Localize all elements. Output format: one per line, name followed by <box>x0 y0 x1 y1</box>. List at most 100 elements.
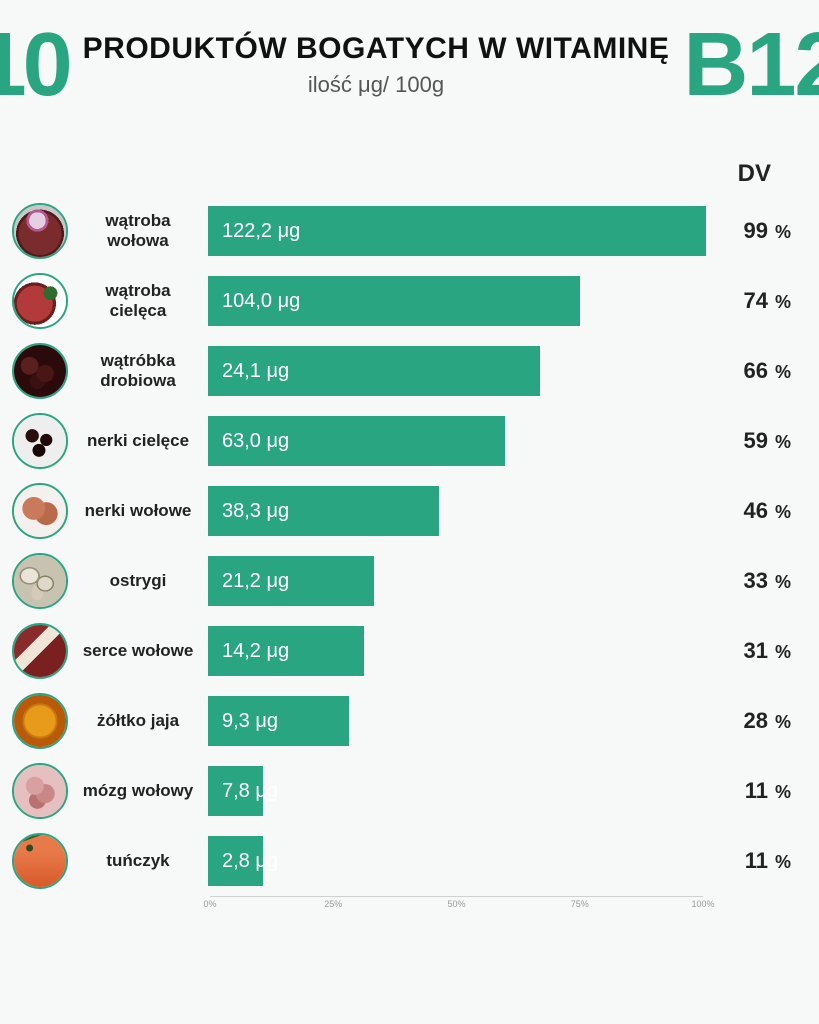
bar-row: ostrygi 21,2 μg 33 % <box>12 546 801 616</box>
dv-number: 11 <box>745 848 768 873</box>
bar-row: nerki cielęce 63,0 μg 59 % <box>12 406 801 476</box>
bar-rows: wątroba wołowa122,2 μg99 %wątroba cielęc… <box>12 196 801 896</box>
bar: 21,2 μg <box>208 556 374 606</box>
row-label: żółtko jaja <box>78 711 198 731</box>
bar-row: nerki wołowe 38,3 μg 46 % <box>12 476 801 546</box>
bar-value: 38,3 μg <box>222 500 289 523</box>
percent-sign: % <box>770 782 791 802</box>
bar-row: wątroba cielęca 104,0 μg 74 % <box>12 266 801 336</box>
food-icon <box>12 343 68 399</box>
bar-track: 2,8 μg <box>208 836 711 886</box>
food-icon <box>12 693 68 749</box>
dv-value: 46 % <box>721 498 801 524</box>
percent-sign: % <box>770 642 791 662</box>
dv-number: 74 <box>744 288 768 313</box>
bar: 38,3 μg <box>208 486 439 536</box>
dv-value: 31 % <box>721 638 801 664</box>
food-icon <box>12 623 68 679</box>
bar-track: 14,2 μg <box>208 626 711 676</box>
bar: 104,0 μg <box>208 276 580 326</box>
x-axis: 0%25%50%75%100% <box>210 896 703 910</box>
bar-value: 9,3 μg <box>222 710 278 733</box>
bar-row: żółtko jaja 9,3 μg 28 % <box>12 686 801 756</box>
bar-track: 63,0 μg <box>208 416 711 466</box>
bar: 2,8 μg <box>208 836 263 886</box>
dv-value: 11 % <box>721 848 801 874</box>
dv-number: 59 <box>744 428 768 453</box>
row-label: wątroba wołowa <box>78 211 198 250</box>
bar-row: tuńczyk2,8 μg11 % <box>12 826 801 896</box>
bar-row: wątroba wołowa 122,2 μg 99 % <box>12 196 801 266</box>
percent-sign: % <box>770 852 791 872</box>
axis-tick: 100% <box>691 899 714 909</box>
bar-track: 24,1 μg <box>208 346 711 396</box>
percent-sign: % <box>770 572 791 592</box>
bar: 7,8 μg <box>208 766 263 816</box>
bar: 14,2 μg <box>208 626 364 676</box>
food-icon <box>12 483 68 539</box>
row-label: ostrygi <box>78 571 198 591</box>
dv-number: 31 <box>744 638 768 663</box>
bar: 63,0 μg <box>208 416 505 466</box>
food-icon <box>12 413 68 469</box>
axis-tick: 75% <box>571 899 589 909</box>
row-label: wątroba cielęca <box>78 281 198 320</box>
bar-value: 24,1 μg <box>222 360 289 383</box>
row-label: serce wołowe <box>78 641 198 661</box>
bar: 24,1 μg <box>208 346 540 396</box>
axis-tick: 25% <box>324 899 342 909</box>
bar-track: 7,8 μg <box>208 766 711 816</box>
title-main: PRODUKTÓW BOGATYCH W WITAMINĘ <box>83 32 670 66</box>
percent-sign: % <box>770 712 791 732</box>
bar-track: 122,2 μg <box>208 206 711 256</box>
percent-sign: % <box>770 362 791 382</box>
row-label: nerki cielęce <box>78 431 198 451</box>
title-block: PRODUKTÓW BOGATYCH W WITAMINĘ ilość μg/ … <box>83 32 670 98</box>
dv-value: 99 % <box>721 218 801 244</box>
bar-row: mózg wołowy 7,8 μg 11 % <box>12 756 801 826</box>
dv-number: 46 <box>744 498 768 523</box>
row-label: nerki wołowe <box>78 501 198 521</box>
axis-tick: 0% <box>203 899 216 909</box>
bar-value: 63,0 μg <box>222 430 289 453</box>
header: 10 PRODUKTÓW BOGATYCH W WITAMINĘ ilość μ… <box>0 0 819 110</box>
bar: 9,3 μg <box>208 696 349 746</box>
food-icon <box>12 763 68 819</box>
dv-value: 59 % <box>721 428 801 454</box>
percent-sign: % <box>770 502 791 522</box>
dv-number: 66 <box>744 358 768 383</box>
bar-row: wątróbka drobiowa 24,1 μg 66 % <box>12 336 801 406</box>
bar: 122,2 μg <box>208 206 706 256</box>
bar-value: 21,2 μg <box>222 570 289 593</box>
dv-value: 74 % <box>721 288 801 314</box>
big-b12: B12 <box>683 20 819 110</box>
chart: DV wątroba wołowa122,2 μg99 %wątroba cie… <box>0 160 819 910</box>
row-label: wątróbka drobiowa <box>78 351 198 390</box>
bar-track: 38,3 μg <box>208 486 711 536</box>
row-label: mózg wołowy <box>78 781 198 801</box>
dv-header: DV <box>12 160 801 188</box>
dv-value: 11 % <box>721 778 801 804</box>
percent-sign: % <box>770 222 791 242</box>
dv-value: 33 % <box>721 568 801 594</box>
axis-tick: 50% <box>447 899 465 909</box>
dv-value: 28 % <box>721 708 801 734</box>
bar-value: 104,0 μg <box>222 290 300 313</box>
food-icon <box>12 553 68 609</box>
big-ten: 10 <box>0 20 69 110</box>
food-icon <box>12 203 68 259</box>
dv-number: 28 <box>744 708 768 733</box>
dv-number: 33 <box>744 568 768 593</box>
percent-sign: % <box>770 432 791 452</box>
food-icon <box>12 273 68 329</box>
dv-number: 99 <box>744 218 768 243</box>
bar-value: 122,2 μg <box>222 220 300 243</box>
bar-track: 21,2 μg <box>208 556 711 606</box>
bar-value: 7,8 μg <box>222 780 278 803</box>
bar-value: 2,8 μg <box>222 850 278 873</box>
bar-row: serce wołowe 14,2 μg 31 % <box>12 616 801 686</box>
dv-value: 66 % <box>721 358 801 384</box>
percent-sign: % <box>770 292 791 312</box>
dv-number: 11 <box>745 778 768 803</box>
food-icon <box>12 833 68 889</box>
